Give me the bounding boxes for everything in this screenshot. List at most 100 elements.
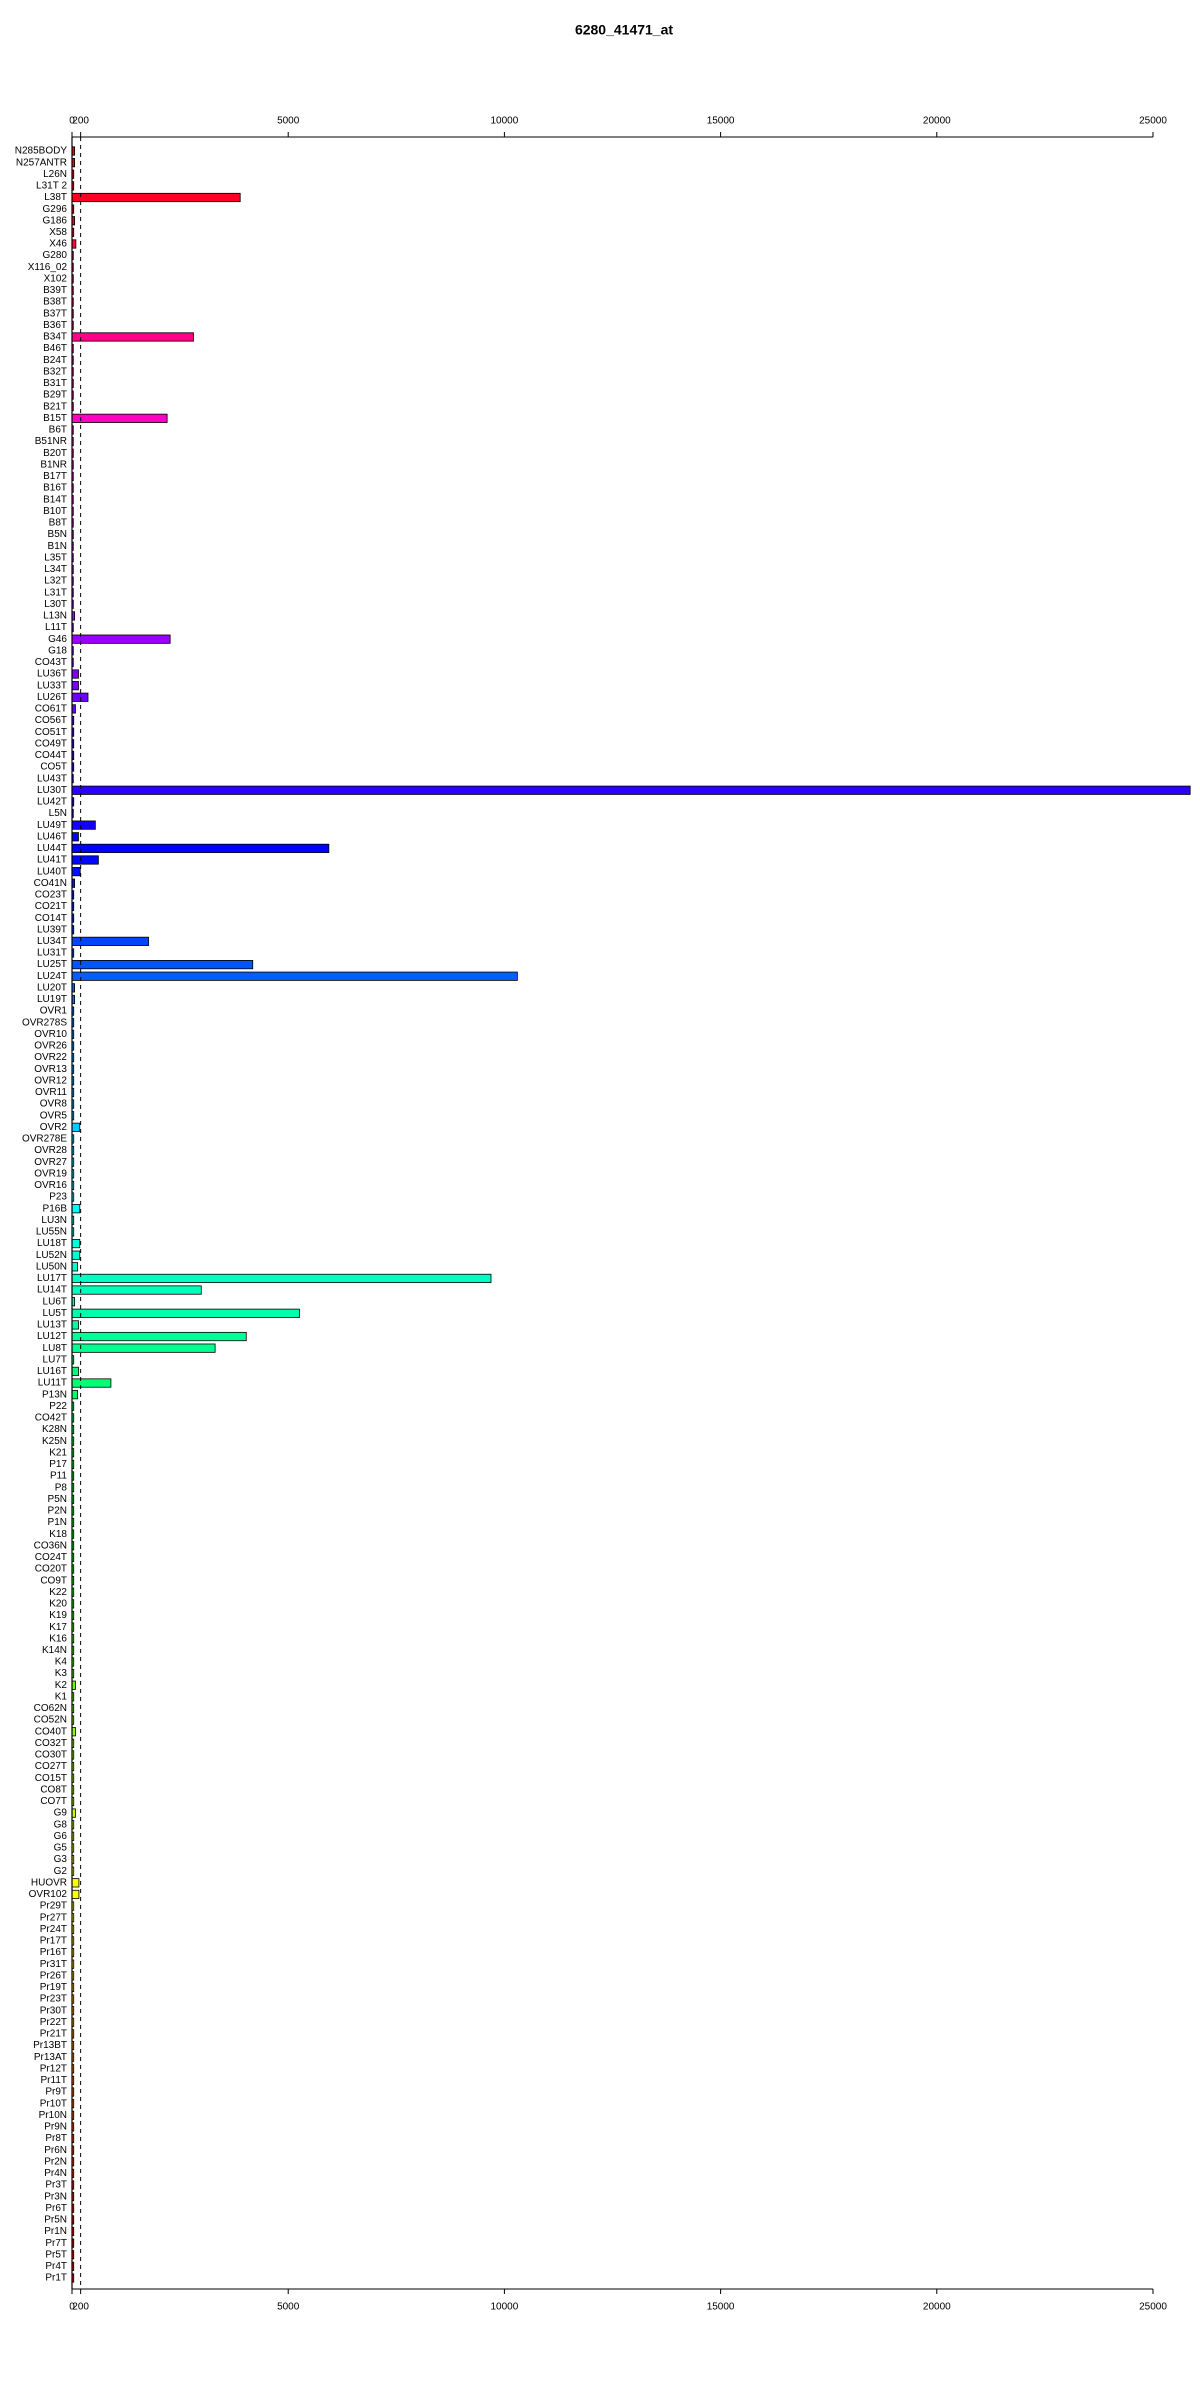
y-tick-label: CO52N <box>34 1715 67 1726</box>
bar <box>71 1308 300 1318</box>
y-tick-label: Pr7T <box>45 2238 67 2249</box>
y-tick-label: Pr4T <box>45 2261 67 2272</box>
y-tick-label: P1N <box>48 1517 67 1528</box>
y-tick-label: B5N <box>48 529 67 540</box>
y-tick-label: OVR28 <box>34 1145 67 1156</box>
y-tick-label: Pr5T <box>45 2249 67 2260</box>
y-tick-label: CO32T <box>35 1738 67 1749</box>
y-tick-label: OVR11 <box>35 1087 67 1098</box>
y-tick-label: Pr30T <box>40 2005 67 2016</box>
y-tick-label: K18 <box>49 1529 67 1540</box>
y-tick-label: P17 <box>49 1459 67 1470</box>
y-tick-label: L11T <box>45 622 67 633</box>
x-tick-label: 15000 <box>707 2302 735 2313</box>
y-tick-label: G186 <box>43 215 68 226</box>
y-tick-label: LU34T <box>37 936 67 947</box>
y-tick-label: Pr3N <box>44 2191 67 2202</box>
y-tick-label: LU26T <box>37 692 67 703</box>
y-tick-label: B29T <box>43 390 67 401</box>
y-tick-label: Pr9T <box>45 2087 67 2098</box>
y-tick-label: Pr13BT <box>33 2040 67 2051</box>
bar <box>71 634 171 644</box>
y-tick-label: L13N <box>43 611 67 622</box>
y-tick-label: LU6T <box>43 1296 67 1307</box>
y-tick-label: B38T <box>43 297 67 308</box>
y-tick-label: K17 <box>49 1622 67 1633</box>
y-tick-label: CO56T <box>35 715 67 726</box>
y-tick-label: Pr27T <box>40 1912 67 1923</box>
y-tick-label: Pr8T <box>45 2133 67 2144</box>
y-tick-label: LU41T <box>37 855 67 866</box>
y-tick-label: P16B <box>43 1203 68 1214</box>
y-tick-label: Pr11T <box>41 2075 68 2086</box>
y-tick-label: G5 <box>54 1843 68 1854</box>
y-tick-label: P8 <box>55 1482 68 1493</box>
y-tick-label: CO40T <box>35 1726 67 1737</box>
y-tick-label: K3 <box>55 1668 68 1679</box>
bar <box>71 843 330 853</box>
y-tick-label: LU7T <box>43 1354 67 1365</box>
y-tick-label: CO7T <box>40 1796 67 1807</box>
y-tick-label: CO14T <box>35 913 67 924</box>
x-tick-label: 25000 <box>1139 2302 1167 2313</box>
y-tick-label: B21T <box>43 401 67 412</box>
y-tick-label: K21 <box>49 1447 67 1458</box>
y-tick-label: K28N <box>42 1424 67 1435</box>
y-tick-label: G8 <box>54 1819 68 1830</box>
bar <box>71 681 79 691</box>
bar <box>71 1390 79 1400</box>
y-tick-label: OVR12 <box>34 1075 67 1086</box>
y-tick-label: OVR10 <box>34 1029 67 1040</box>
y-tick-label: Pr31T <box>40 1959 67 1970</box>
y-tick-label: G46 <box>48 634 67 645</box>
y-tick-label: Pr21T <box>40 2029 67 2040</box>
y-tick-label: OVR26 <box>34 1041 67 1052</box>
y-tick-label: CO30T <box>35 1750 67 1761</box>
y-tick-label: LU11T <box>38 1378 67 1389</box>
y-tick-label: N257ANTR <box>16 157 67 168</box>
x-tick-label: 5000 <box>277 116 300 127</box>
y-tick-label: CO62N <box>34 1703 67 1714</box>
y-tick-label: Pr2N <box>44 2156 67 2167</box>
y-tick-label: B16T <box>43 483 67 494</box>
y-tick-label: P13N <box>42 1389 67 1400</box>
y-tick-label: L5N <box>49 808 67 819</box>
y-tick-label: B20T <box>43 448 67 459</box>
y-tick-label: X46 <box>49 239 67 250</box>
y-tick-label: CO27T <box>35 1761 67 1772</box>
y-tick-label: B24T <box>43 355 67 366</box>
y-tick-label: G18 <box>48 645 67 656</box>
chart-title: 6280_41471_at <box>575 22 673 38</box>
y-tick-label: B1N <box>48 541 67 552</box>
bar <box>71 413 168 423</box>
y-tick-label: Pr23T <box>40 1994 67 2005</box>
y-tick-label: OVR278E <box>22 1134 67 1145</box>
y-tick-label: OVR16 <box>34 1180 67 1191</box>
y-tick-label: CO23T <box>35 890 67 901</box>
bar <box>71 692 89 702</box>
y-tick-label: Pr12T <box>40 2063 67 2074</box>
y-tick-label: LU18T <box>37 1238 67 1249</box>
y-tick-label: LU31T <box>37 948 67 959</box>
x-tick-label: 5000 <box>277 2302 300 2313</box>
y-tick-label: B10T <box>43 506 67 517</box>
y-tick-label: LU8T <box>43 1343 67 1354</box>
y-tick-label: P22 <box>49 1401 67 1412</box>
y-tick-label: OVR1 <box>40 1006 68 1017</box>
y-tick-label: L30T <box>44 599 67 610</box>
y-tick-label: B17T <box>43 471 67 482</box>
y-tick-label: CO24T <box>35 1552 67 1563</box>
y-tick-label: K25N <box>42 1436 67 1447</box>
y-tick-label: CO9T <box>40 1575 67 1586</box>
x-tick-label: 10000 <box>490 116 518 127</box>
y-tick-label: LU52N <box>36 1250 67 1261</box>
y-tick-label: LU55N <box>36 1227 67 1238</box>
y-tick-label: Pr22T <box>40 2017 67 2028</box>
y-tick-label: OVR278S <box>22 1017 67 1028</box>
bar <box>71 192 241 203</box>
y-tick-label: CO51T <box>35 727 67 738</box>
y-tick-label: LU14T <box>37 1285 67 1296</box>
y-tick-label: G3 <box>54 1854 68 1865</box>
y-tick-label: K2 <box>55 1680 68 1691</box>
